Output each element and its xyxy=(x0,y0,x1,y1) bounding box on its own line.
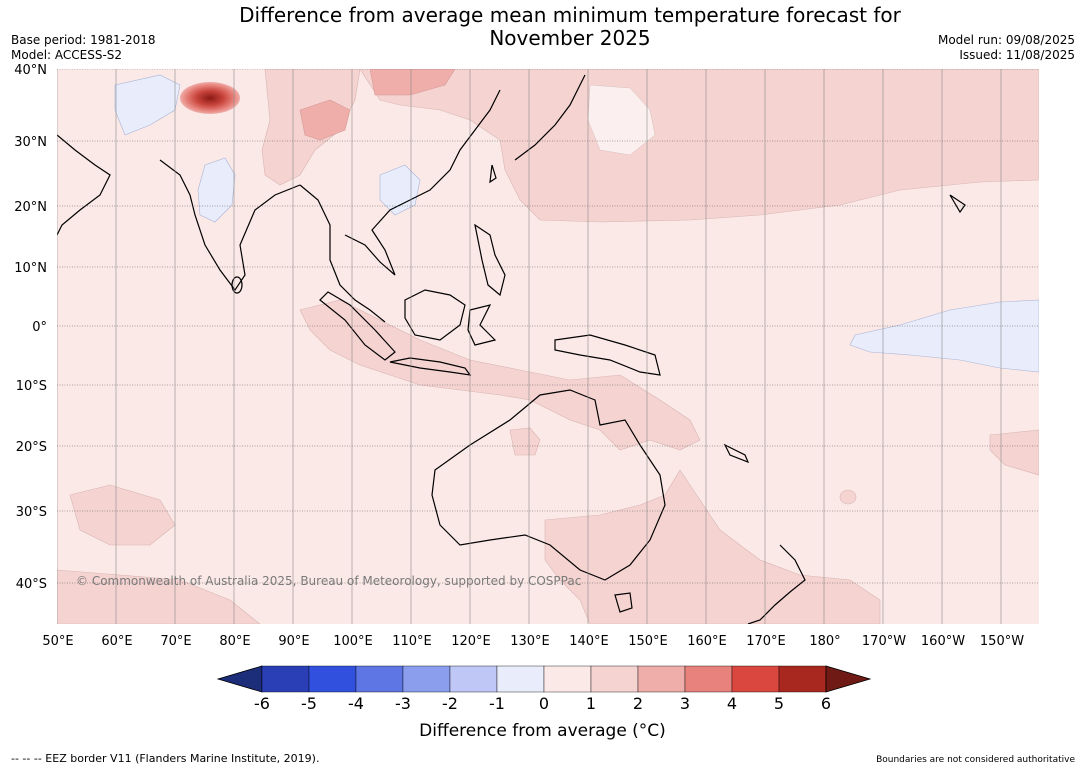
longitude-label: 70°E xyxy=(160,634,191,649)
latitude-labels: 40°N 30°N 20°N 10°N 0° 10°S 20°S 30°S 40°S xyxy=(14,63,47,592)
colorbar-tick-label: 2 xyxy=(633,694,643,713)
longitude-label: 150°W xyxy=(980,634,1024,649)
latitude-label: 40°S xyxy=(16,577,47,592)
colorbar-tick-label: 0 xyxy=(539,694,549,713)
colorbar-segment xyxy=(355,665,404,693)
colorbar-label: Difference from average (°C) xyxy=(419,721,666,741)
colorbar-tick-label: 1 xyxy=(586,694,596,713)
latitude-label: 10°N xyxy=(14,261,47,276)
longitude-label: 110°E xyxy=(392,634,432,649)
colorbar-tick-label: -5 xyxy=(301,694,317,713)
colorbar-segment xyxy=(543,665,592,693)
latitude-label: 30°N xyxy=(14,135,47,150)
colorbar-segment xyxy=(590,665,639,693)
colorbar-tick-label: 6 xyxy=(821,694,831,713)
colorbar-segment xyxy=(402,665,451,693)
map-field xyxy=(57,69,1039,624)
colorbar-tick-label: -6 xyxy=(254,694,270,713)
colorbar-tick-label: 5 xyxy=(774,694,784,713)
graticule xyxy=(57,69,1039,624)
colorbar-segment xyxy=(496,665,545,693)
latitude-label: 30°S xyxy=(16,505,47,520)
anomaly-2-3-regions xyxy=(299,69,456,141)
colorbar-extend-low xyxy=(216,665,263,693)
longitude-label: 160°E xyxy=(687,634,727,649)
anomaly-negative-regions xyxy=(114,74,1039,373)
metadata-left: Base period: 1981-2018 Model: ACCESS-S2 xyxy=(11,33,156,63)
colorbar-segment xyxy=(308,665,357,693)
longitude-label: 170°E xyxy=(746,634,786,649)
longitude-label: 80°E xyxy=(219,634,250,649)
base-period: Base period: 1981-2018 xyxy=(11,33,156,47)
eez-note: -- -- -- EEZ border V11 (Flanders Marine… xyxy=(11,752,320,765)
colorbar-extend-high xyxy=(825,665,872,693)
latitude-label: 10°S xyxy=(16,379,47,394)
boundaries-note: Boundaries are not considered authoritat… xyxy=(876,755,1075,765)
longitude-label: 100°E xyxy=(333,634,373,649)
hotspot-anomaly xyxy=(180,82,240,114)
colorbar-segment xyxy=(778,665,827,693)
latitude-label: 40°N xyxy=(14,63,47,78)
colorbar-segment xyxy=(449,665,498,693)
coastlines xyxy=(57,74,966,624)
anomaly-low-region xyxy=(587,84,656,156)
colorbar-segment xyxy=(731,665,780,693)
colorbar-tick-label: -4 xyxy=(348,694,364,713)
colorbar-tick-label: 4 xyxy=(727,694,737,713)
longitude-label: 50°E xyxy=(42,634,73,649)
latitude-label: 0° xyxy=(32,320,47,335)
longitude-label: 90°E xyxy=(278,634,309,649)
latitude-label: 20°N xyxy=(14,200,47,215)
metadata-right: Model run: 09/08/2025 Issued: 11/08/2025 xyxy=(938,33,1075,63)
copyright-notice: © Commonwealth of Australia 2025, Bureau… xyxy=(76,574,582,588)
model-run: Model run: 09/08/2025 xyxy=(937,33,1075,47)
colorbar-segment xyxy=(261,665,310,693)
longitude-label: 60°E xyxy=(101,634,132,649)
title-line-2: November 2025 xyxy=(489,26,651,50)
colorbar-tick-label: 3 xyxy=(680,694,690,713)
longitude-label: 140°E xyxy=(569,634,609,649)
latitude-label: 20°S xyxy=(16,440,47,455)
model-name: Model: ACCESS-S2 xyxy=(11,48,123,62)
title-line-1: Difference from average mean minimum tem… xyxy=(239,3,901,27)
longitude-label: 160°W xyxy=(921,634,965,649)
longitude-label: 120°E xyxy=(451,634,491,649)
longitude-label: 130°E xyxy=(510,634,550,649)
longitude-label: 180° xyxy=(809,634,840,649)
colorbar-tick-label: -2 xyxy=(442,694,458,713)
colorbar-segment xyxy=(684,665,733,693)
map-title: Difference from average mean minimum tem… xyxy=(200,4,940,50)
colorbar-segment xyxy=(637,665,686,693)
longitude-label: 170°W xyxy=(862,634,906,649)
longitude-labels: 50°E 60°E 70°E 80°E 90°E 100°E 110°E 120°E 130°E… xyxy=(42,634,1024,649)
colorbar-tick-label: -3 xyxy=(395,694,411,713)
issued-date: Issued: 11/08/2025 xyxy=(959,48,1075,62)
colorbar: -6 -5 -4 -3 -2 -1 0 1 2 3 4 5 6 xyxy=(216,665,872,713)
anomaly-1-2-regions xyxy=(57,69,1039,624)
longitude-label: 150°E xyxy=(628,634,668,649)
colorbar-tick-label: -1 xyxy=(489,694,505,713)
